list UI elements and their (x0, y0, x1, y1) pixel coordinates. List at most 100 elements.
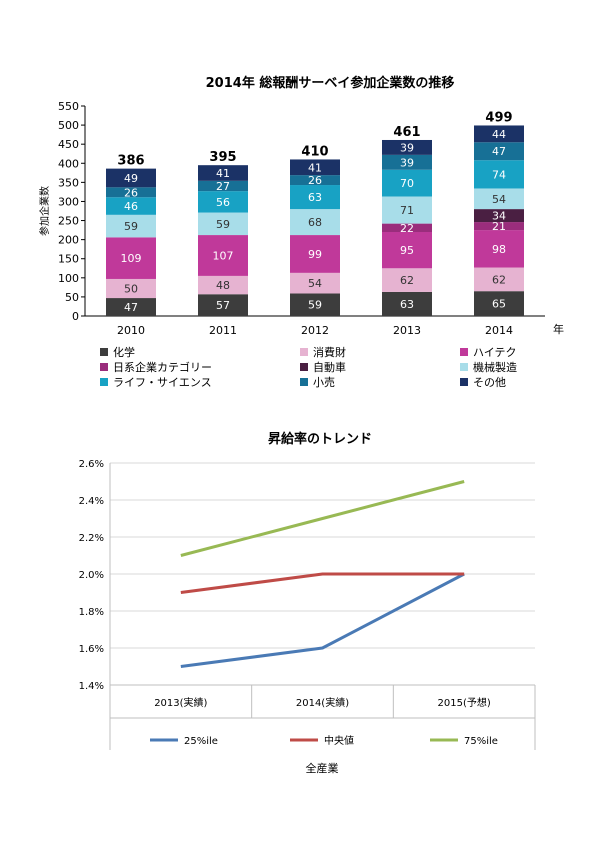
bar-segment-label: 62 (400, 274, 414, 287)
bar-segment-label: 27 (216, 180, 230, 193)
bar-segment (474, 291, 524, 316)
bar-segment-label: 54 (492, 193, 506, 206)
bar-segment (474, 209, 524, 223)
bar-total-label: 386 (117, 154, 144, 169)
bar-segment-label: 34 (492, 210, 506, 223)
legend-label: その他 (473, 376, 506, 389)
legend-swatch (300, 363, 308, 371)
y-tick-label: 350 (58, 176, 79, 189)
bar-segment (474, 267, 524, 292)
bar-segment (290, 159, 340, 176)
legend-item: 消費財 (300, 344, 346, 360)
y-tick-label: 450 (58, 138, 79, 151)
legend-item: 機械製造 (460, 359, 517, 375)
x-tick-label: 2014(実績) (296, 696, 349, 709)
bar-segment-label: 68 (308, 216, 322, 229)
bar-segment (382, 139, 432, 155)
legend-swatch (100, 363, 108, 371)
bar-chart-title: 2014年 総報酬サーベイ参加企業数の推移 (205, 76, 455, 91)
bar-segment (198, 235, 248, 276)
y-tick-label: 2.6% (79, 459, 104, 470)
y-tick-label: 1.4% (79, 681, 104, 692)
bar-segment-label: 59 (308, 299, 322, 312)
y-tick-label: 2.2% (79, 533, 104, 544)
y-tick-label: 200 (58, 234, 79, 247)
x-axis-label: 全産業 (306, 761, 339, 775)
bar-segment-label: 71 (400, 204, 414, 217)
series-line (180, 480, 465, 557)
x-tick-label: 2013 (393, 324, 421, 337)
bar-segment-label: 59 (124, 220, 138, 233)
x-tick-label: 2010 (117, 324, 145, 337)
legend-item: 化学 (100, 344, 135, 360)
bar-segment-label: 98 (492, 243, 506, 256)
bar-segment-label: 41 (216, 167, 230, 180)
bar-segment-label: 50 (124, 283, 138, 296)
bar-segment (474, 142, 524, 161)
legend-label: 日系企業カテゴリー (113, 361, 212, 374)
line-chart-title: 昇給率のトレンド (267, 432, 372, 447)
legend-item: ハイテク (460, 344, 517, 360)
bar-segment (474, 230, 524, 268)
series-line (180, 572, 465, 668)
legend-item: その他 (460, 374, 506, 390)
bar-segment (382, 232, 432, 269)
bar-segment-label: 62 (492, 273, 506, 286)
bar-segment-label: 49 (124, 172, 138, 185)
bar-segment (474, 125, 524, 143)
y-axis-label: 参加企業数 (38, 186, 51, 236)
legend-label: ライフ・サイエンス (113, 376, 212, 389)
bar-segment (290, 175, 340, 186)
legend-swatch (100, 378, 108, 386)
bar-segment-label: 59 (216, 218, 230, 231)
legend-swatch (460, 363, 468, 371)
bar-segment-label: 26 (308, 174, 322, 187)
bar-segment-label: 109 (121, 252, 142, 265)
bar-segment (198, 180, 248, 192)
legend-swatch (100, 348, 108, 356)
bar-segment-label: 44 (492, 128, 506, 141)
bar-segment (106, 214, 156, 238)
bar-segment-label: 65 (492, 298, 506, 311)
legend-swatch (460, 378, 468, 386)
x-tick-label: 2011 (209, 324, 237, 337)
bar-segment (106, 187, 156, 198)
bar-segment-label: 26 (124, 186, 138, 199)
legend-item: 自動車 (300, 359, 346, 375)
legend-swatch (460, 348, 468, 356)
bar-segment (198, 191, 248, 213)
bar-segment (474, 222, 524, 231)
y-tick-label: 2.4% (79, 496, 104, 507)
bar-segment (198, 212, 248, 236)
bar-segment (198, 165, 248, 181)
bar-segment (382, 268, 432, 292)
bar-segment-label: 48 (216, 279, 230, 292)
bar-segment (290, 293, 340, 316)
legend-item: ライフ・サイエンス (100, 374, 212, 390)
y-tick-label: 300 (58, 195, 79, 208)
legend-label: 自動車 (313, 361, 346, 374)
bar-segment (474, 160, 524, 189)
y-tick-label: 100 (58, 272, 79, 285)
bar-segment (106, 237, 156, 279)
x-axis-label: 年 (553, 322, 564, 336)
y-tick-label: 1.8% (79, 607, 104, 618)
bar-segment-label: 70 (400, 177, 414, 190)
legend-swatch (300, 348, 308, 356)
bar-segment-label: 41 (308, 161, 322, 174)
legend-label: 消費財 (313, 346, 346, 359)
bar-segment (106, 298, 156, 316)
y-tick-label: 250 (58, 215, 79, 228)
bar-segment-label: 57 (216, 299, 230, 312)
bar-segment (382, 223, 432, 232)
bar-total-label: 461 (393, 125, 420, 140)
bar-segment (382, 169, 432, 197)
bar-segment (382, 196, 432, 224)
bar-segment-label: 63 (400, 298, 414, 311)
y-tick-label: 500 (58, 119, 79, 132)
bar-segment (290, 209, 340, 236)
series-line (180, 572, 465, 594)
bar-segment (290, 185, 340, 210)
bar-segment-label: 46 (124, 200, 138, 213)
